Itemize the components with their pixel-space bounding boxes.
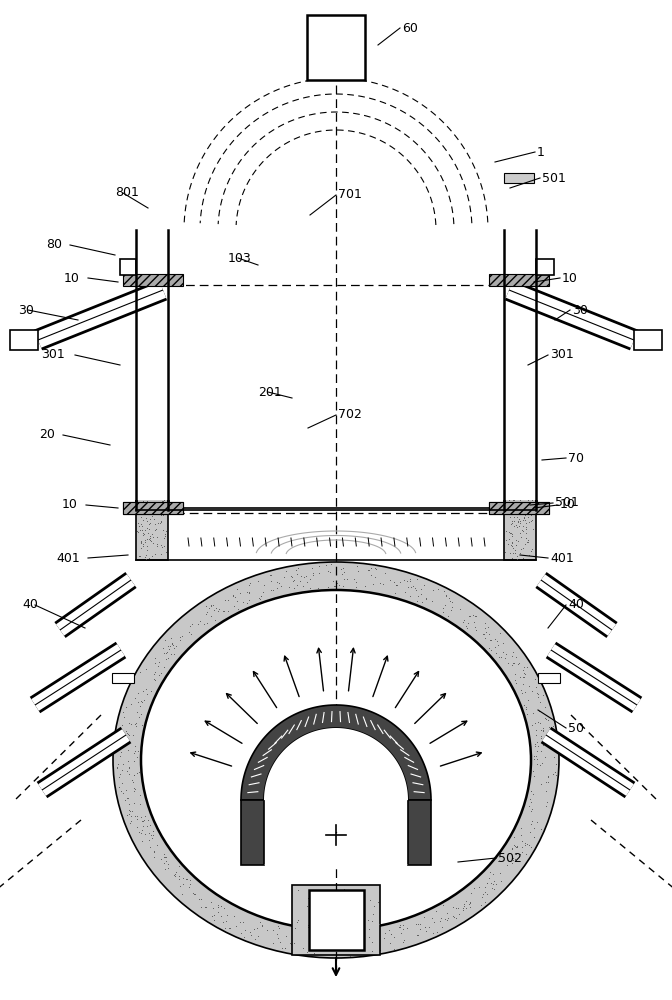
Text: 30: 30 — [18, 304, 34, 316]
Polygon shape — [136, 508, 168, 560]
Bar — [307, 15, 365, 80]
Bar — [538, 673, 560, 683]
Text: 401: 401 — [56, 552, 80, 564]
Bar — [76, 5, 596, 500]
Bar — [123, 274, 183, 286]
Text: 701: 701 — [338, 188, 362, 202]
Bar — [10, 330, 38, 350]
Text: 401: 401 — [550, 552, 574, 564]
Polygon shape — [292, 885, 380, 955]
Text: 50: 50 — [568, 722, 584, 734]
Text: 20: 20 — [39, 428, 55, 442]
Polygon shape — [136, 230, 168, 510]
Text: 301: 301 — [41, 349, 65, 361]
Text: 80: 80 — [46, 238, 62, 251]
Text: 10: 10 — [64, 271, 80, 284]
Text: 40: 40 — [22, 598, 38, 611]
Polygon shape — [136, 30, 536, 230]
Text: 30: 30 — [572, 304, 588, 316]
Bar — [489, 274, 549, 286]
Bar — [168, 508, 504, 560]
Text: 301: 301 — [550, 349, 574, 361]
Polygon shape — [241, 705, 431, 800]
Bar — [489, 502, 549, 514]
Bar — [408, 800, 431, 865]
Bar — [536, 259, 554, 275]
Polygon shape — [264, 728, 408, 865]
Polygon shape — [504, 230, 536, 510]
Ellipse shape — [113, 562, 559, 958]
Polygon shape — [290, 15, 382, 90]
Text: 502: 502 — [498, 852, 522, 864]
Text: 10: 10 — [562, 271, 578, 284]
Bar — [489, 502, 549, 514]
Bar — [123, 502, 183, 514]
Bar — [168, 230, 504, 510]
Bar — [504, 173, 534, 183]
Text: 201: 201 — [258, 385, 282, 398]
Text: 70: 70 — [568, 452, 584, 464]
Text: 501: 501 — [542, 172, 566, 184]
Text: 103: 103 — [228, 251, 252, 264]
Text: 501: 501 — [555, 496, 579, 510]
Bar — [634, 330, 662, 350]
Ellipse shape — [141, 590, 531, 930]
Text: 1: 1 — [537, 145, 545, 158]
Text: 10: 10 — [560, 498, 576, 512]
Text: 40: 40 — [568, 598, 584, 611]
Polygon shape — [504, 508, 536, 560]
Bar — [123, 502, 183, 514]
Bar — [308, 890, 364, 950]
Text: 801: 801 — [115, 186, 139, 200]
Text: 10: 10 — [62, 498, 78, 512]
Text: 702: 702 — [338, 408, 362, 422]
Bar — [241, 800, 264, 865]
Text: 60: 60 — [402, 21, 418, 34]
Bar — [112, 673, 134, 683]
Bar — [120, 259, 136, 275]
Polygon shape — [168, 62, 504, 230]
